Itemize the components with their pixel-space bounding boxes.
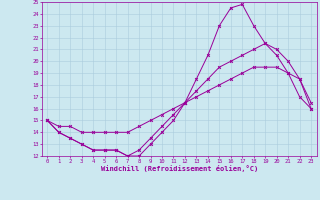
X-axis label: Windchill (Refroidissement éolien,°C): Windchill (Refroidissement éolien,°C)	[100, 165, 258, 172]
